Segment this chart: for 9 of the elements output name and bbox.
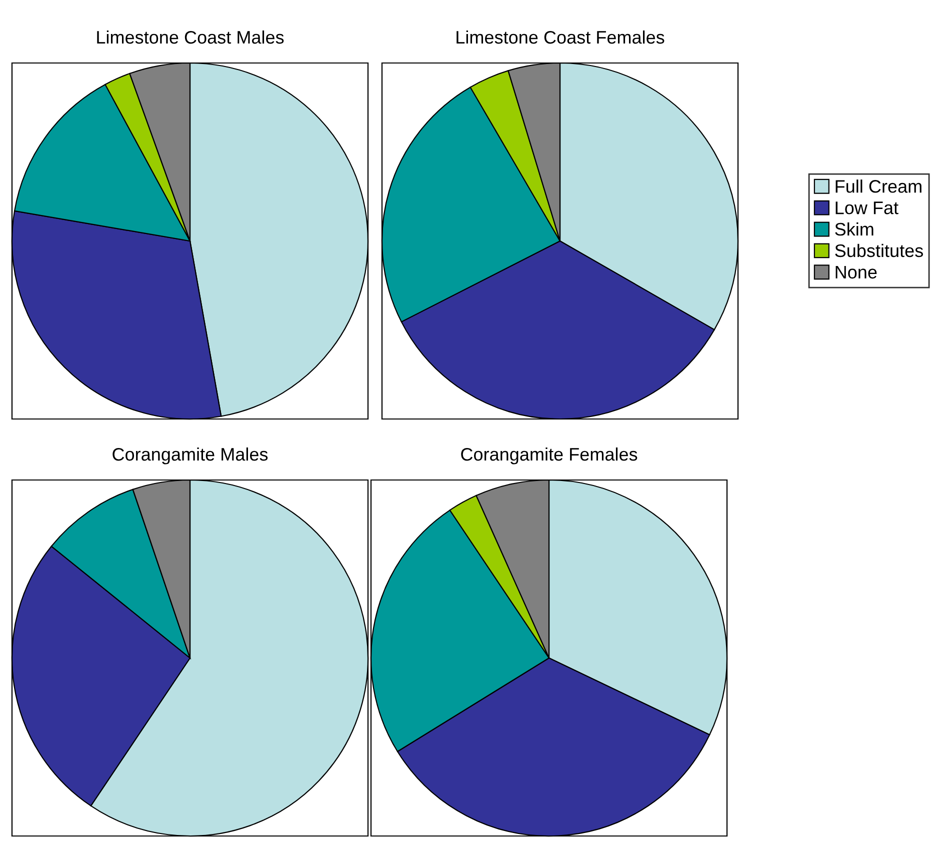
legend-label: Low Fat xyxy=(836,202,898,214)
chart-title: Corangamite Males xyxy=(112,447,268,464)
legend-label: Substitutes xyxy=(835,244,923,258)
chart-title: Limestone Coast Males xyxy=(97,30,284,44)
chart-title: Corangamite Females xyxy=(461,447,638,464)
chart-title: Limestone Coast Females xyxy=(456,30,664,44)
legend-label: Skim xyxy=(835,222,874,236)
legend-label: None xyxy=(836,266,877,279)
legend-label: Full Cream xyxy=(836,180,922,193)
